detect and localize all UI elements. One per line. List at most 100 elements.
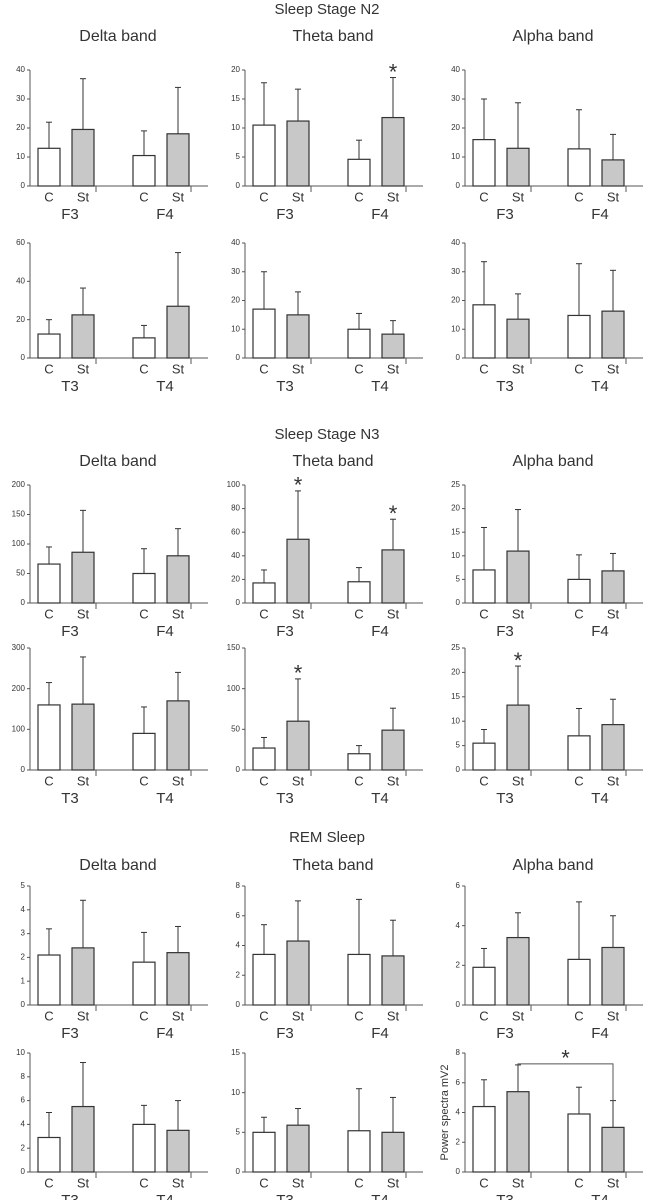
x-tick-label: C xyxy=(44,773,53,788)
x-tick-label: C xyxy=(139,189,148,204)
x-tick-label: St xyxy=(172,189,185,204)
y-tick-label: 200 xyxy=(12,684,26,693)
y-tick-label: 1 xyxy=(21,976,26,985)
x-tick-label: St xyxy=(387,606,400,621)
y-tick-label: 6 xyxy=(236,911,241,920)
x-tick-label: St xyxy=(387,189,400,204)
x-tick-label: C xyxy=(574,773,583,788)
y-tick-label: 4 xyxy=(21,1120,26,1129)
y-tick-label: 15 xyxy=(231,94,240,103)
y-tick-label: 20 xyxy=(231,65,240,74)
x-tick-label: St xyxy=(292,773,305,788)
bar xyxy=(132,337,156,359)
x-tick-label: St xyxy=(77,1175,90,1190)
bar xyxy=(166,700,190,771)
group-label: F3 xyxy=(61,206,79,223)
bar xyxy=(381,955,405,1006)
x-tick-label: C xyxy=(354,773,363,788)
x-tick-label: C xyxy=(479,189,488,204)
bar xyxy=(472,966,496,1006)
x-tick-label: C xyxy=(354,361,363,376)
y-tick-label: 30 xyxy=(231,267,240,276)
group-label: F3 xyxy=(496,623,514,640)
y-tick-label: 8 xyxy=(21,1072,26,1081)
x-tick-label: St xyxy=(387,773,400,788)
x-tick-label: St xyxy=(512,606,525,621)
bar xyxy=(166,305,190,359)
y-tick-label: 8 xyxy=(456,1048,461,1057)
y-axis-label: Power spectra mV2 xyxy=(439,1065,451,1161)
y-tick-label: 10 xyxy=(451,716,460,725)
bar xyxy=(601,159,625,187)
bar xyxy=(347,328,371,359)
y-tick-label: 0 xyxy=(21,353,26,362)
x-tick-label: St xyxy=(292,1008,305,1023)
bar xyxy=(381,549,405,604)
bar xyxy=(286,720,310,771)
y-tick-label: 5 xyxy=(21,881,26,890)
bar xyxy=(601,724,625,771)
y-tick-label: 60 xyxy=(231,527,240,536)
group-label: F4 xyxy=(156,1025,174,1042)
group-label: F4 xyxy=(371,623,389,640)
bar xyxy=(381,333,405,359)
x-tick-label: St xyxy=(607,1175,620,1190)
x-tick-label: C xyxy=(44,361,53,376)
bar xyxy=(252,953,276,1006)
y-tick-label: 80 xyxy=(231,504,240,513)
y-tick-label: 300 xyxy=(12,643,26,652)
group-label: F3 xyxy=(61,623,79,640)
y-tick-label: 200 xyxy=(12,480,26,489)
bar xyxy=(252,582,276,604)
x-tick-label: St xyxy=(172,773,185,788)
group-label: T3 xyxy=(276,790,294,807)
band-title: Delta band xyxy=(79,857,156,874)
bar xyxy=(347,753,371,771)
y-tick-label: 8 xyxy=(236,881,241,890)
group-label: F4 xyxy=(591,206,609,223)
bar xyxy=(286,1124,310,1173)
x-tick-label: St xyxy=(387,361,400,376)
y-tick-label: 10 xyxy=(231,324,240,333)
x-tick-label: St xyxy=(607,606,620,621)
bar xyxy=(132,572,156,604)
band-title: Theta band xyxy=(293,857,374,874)
bar xyxy=(286,940,310,1006)
band-title: Alpha band xyxy=(513,28,594,45)
x-tick-label: C xyxy=(139,773,148,788)
bracket xyxy=(517,1063,614,1101)
y-tick-label: 0 xyxy=(456,598,461,607)
y-tick-label: 10 xyxy=(231,1088,240,1097)
band-title: Alpha band xyxy=(513,453,594,470)
group-label: T4 xyxy=(156,790,174,807)
group-label: T3 xyxy=(61,1192,79,1200)
y-tick-label: 6 xyxy=(456,1078,461,1087)
x-tick-label: St xyxy=(172,1008,185,1023)
y-tick-label: 6 xyxy=(456,881,461,890)
bar xyxy=(347,581,371,604)
y-tick-label: 0 xyxy=(236,181,241,190)
group-label: F3 xyxy=(276,623,294,640)
y-tick-label: 0 xyxy=(21,1000,26,1009)
x-tick-label: St xyxy=(387,1175,400,1190)
significance-mark: * xyxy=(514,648,523,673)
y-tick-label: 15 xyxy=(451,692,460,701)
y-tick-label: 0 xyxy=(236,353,241,362)
band-title: Delta band xyxy=(79,453,156,470)
x-tick-label: St xyxy=(292,606,305,621)
y-tick-label: 25 xyxy=(451,480,460,489)
bar xyxy=(71,128,95,187)
x-tick-label: St xyxy=(292,189,305,204)
significance-mark: * xyxy=(294,473,303,498)
group-label: F4 xyxy=(371,206,389,223)
bar xyxy=(166,133,190,187)
y-tick-label: 40 xyxy=(16,65,25,74)
y-tick-label: 100 xyxy=(12,724,26,733)
bar xyxy=(132,1123,156,1173)
group-label: F4 xyxy=(371,1025,389,1042)
bar xyxy=(472,569,496,604)
y-tick-label: 2 xyxy=(456,960,461,969)
y-tick-label: 4 xyxy=(21,905,26,914)
x-tick-label: C xyxy=(574,1008,583,1023)
x-tick-label: C xyxy=(354,1175,363,1190)
